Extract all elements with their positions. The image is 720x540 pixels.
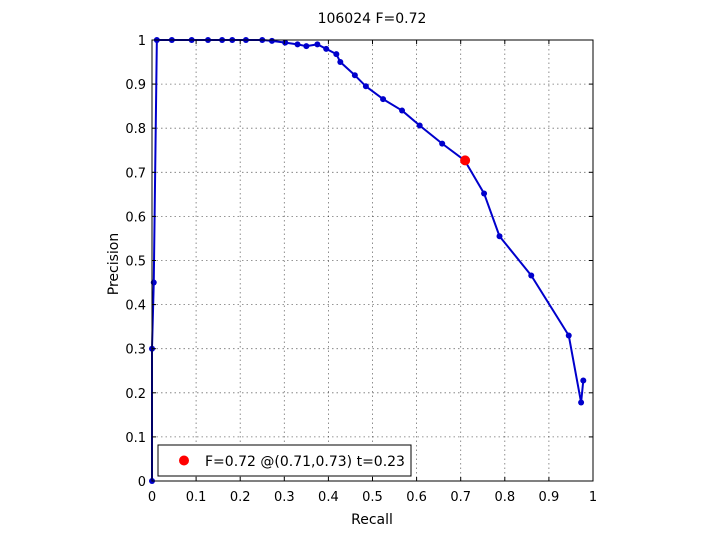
legend-box [157, 444, 412, 477]
pr-curve-point [416, 122, 423, 129]
y-tick-label: 0.8 [125, 122, 146, 137]
chart-title: 106024 F=0.72 [318, 11, 427, 27]
x-tick-label: 0.8 [494, 490, 515, 505]
pr-curve-point [399, 107, 406, 114]
pr-curve-point [314, 41, 321, 48]
pr-curve-line [151, 39, 585, 481]
best-f-point [460, 155, 471, 166]
pr-curve-point [439, 140, 446, 147]
x-axis-title: Recall [351, 512, 393, 528]
ticks: 0 0.1 0.2 0.3 0.4 0.5 0.6 0.7 0.8 0.9 1 0 0.1 0.2 0.3 0… [125, 34, 597, 505]
pr-curve-point [578, 399, 585, 406]
y-tick-label: 0.6 [125, 210, 146, 225]
pr-curve-point [481, 190, 488, 197]
x-tick-label: 0.9 [539, 490, 560, 505]
pr-curve-point [333, 51, 340, 58]
y-tick-label: 0.7 [125, 166, 146, 181]
legend: F=0.72 @(0.71,0.73) t=0.23 [157, 444, 412, 477]
pr-curve-point [282, 39, 289, 46]
pr-curve-point [362, 83, 369, 90]
y-tick-label: 1 [138, 34, 146, 49]
legend-marker [179, 455, 189, 466]
y-tick-label: 0.4 [125, 299, 146, 314]
y-tick-label: 0 [138, 475, 146, 490]
pr-curve-point [380, 96, 387, 103]
pr-curve-point [565, 332, 572, 339]
pr-curve-point [268, 37, 275, 44]
x-tick-label: 0.6 [406, 490, 427, 505]
x-tick-label: 0.5 [362, 490, 383, 505]
pr-curve-point [580, 377, 587, 384]
pr-curve-point [294, 41, 301, 48]
x-tick-label: 0.2 [230, 490, 251, 505]
grid [152, 40, 593, 481]
x-tick-label: 0.4 [318, 490, 339, 505]
y-tick-label: 0.1 [125, 431, 146, 446]
x-tick-label: 0.7 [450, 490, 471, 505]
y-tick-label: 0.5 [125, 255, 146, 270]
pr-curve-point [303, 43, 310, 50]
pr-curve-point [528, 272, 535, 279]
y-tick-label: 0.9 [125, 78, 146, 93]
y-tick-label: 0.3 [125, 343, 146, 358]
pr-curve-point [323, 45, 330, 52]
y-axis-title: Precision [106, 233, 122, 295]
legend-label: F=0.72 @(0.71,0.73) t=0.23 [205, 454, 405, 470]
y-tick-label: 0.2 [125, 387, 146, 402]
x-tick-label: 0 [148, 490, 156, 505]
pr-curve-point [351, 72, 358, 79]
x-tick-label: 1 [589, 490, 597, 505]
x-tick-label: 0.3 [274, 490, 295, 505]
pr-curve-point [496, 233, 503, 240]
x-tick-label: 0.1 [186, 490, 207, 505]
series-layer [149, 37, 587, 484]
pr-curve-point [337, 59, 344, 66]
